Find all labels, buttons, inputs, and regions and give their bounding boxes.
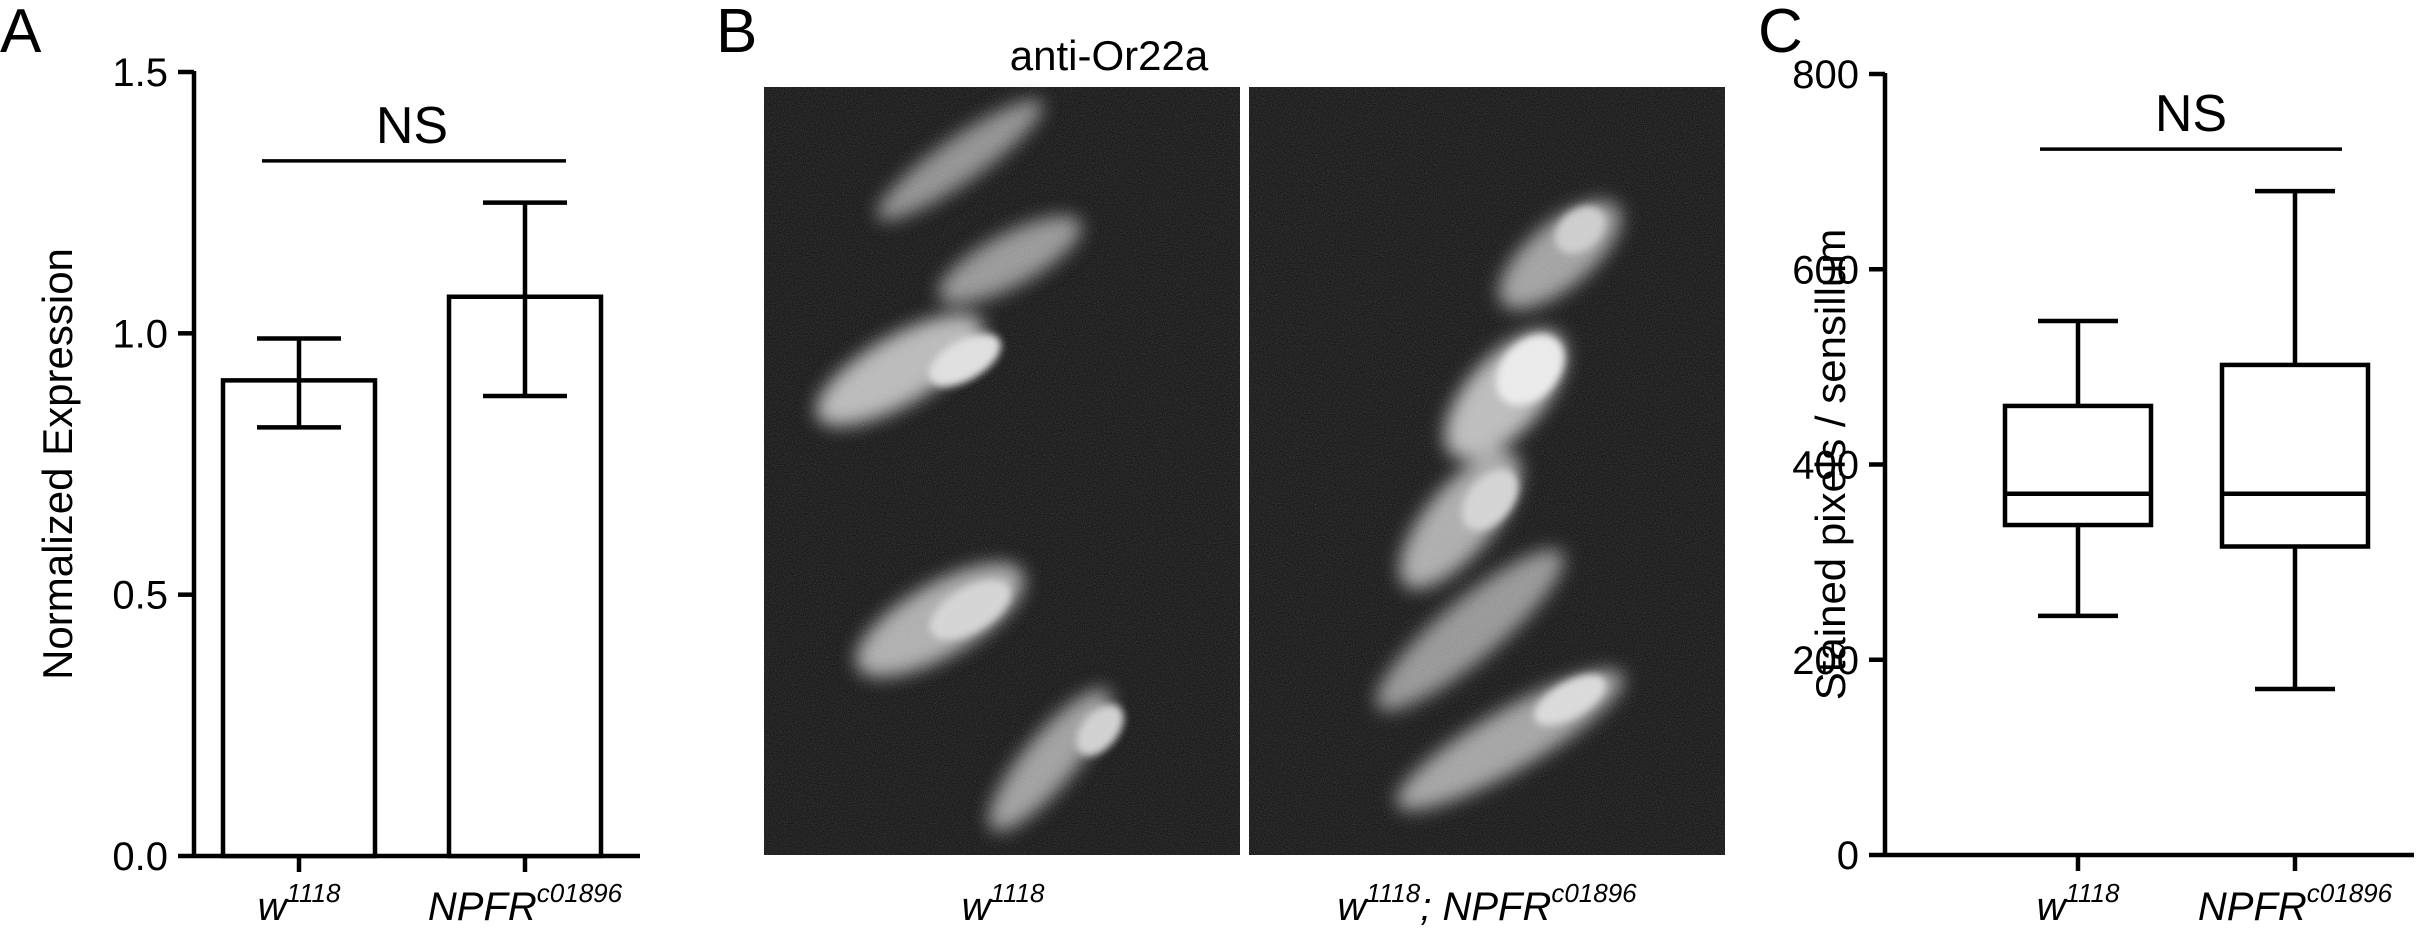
y-tick-label: 400 — [1792, 444, 1859, 488]
micrograph-title: anti-Or22a — [1010, 32, 1209, 79]
micrograph-label-w1118-npfr: w1118; NPFRc01896 — [1337, 878, 1637, 929]
y-tick-label: 800 — [1792, 53, 1859, 97]
significance-label: NS — [376, 97, 448, 155]
box — [2002, 403, 2154, 528]
y-tick-label: 1.5 — [112, 51, 168, 95]
bar — [220, 378, 378, 859]
box-plot-c: 0 200 400 600 800 Stained pixels / sensillum w… — [1792, 53, 2414, 929]
y-axis-label: Normalized Expression — [34, 248, 81, 680]
y-tick-label: 0.5 — [112, 574, 168, 618]
panel-letter-a: A — [0, 0, 42, 66]
panel-letter-b: B — [716, 0, 757, 66]
micrograph-panel-b: anti-Or22a — [764, 32, 1725, 929]
bar-chart-a: 0.0 0.5 1.0 1.5 Normalized Expression w1118 NP… — [34, 51, 640, 929]
x-tick-label: NPFRc01896 — [2198, 878, 2393, 929]
y-tick-label: 0 — [1837, 834, 1859, 878]
x-tick-label: w1118 — [258, 878, 341, 929]
micrograph-label-w1118: w1118 — [962, 878, 1045, 929]
y-tick-label: 600 — [1792, 248, 1859, 292]
y-tick-label: 1.0 — [112, 312, 168, 356]
y-axis-label: Stained pixels / sensillum — [1807, 229, 1854, 701]
significance-label: NS — [2155, 85, 2227, 143]
micrograph-w1118-npfr — [1249, 87, 1725, 855]
micrograph-w1118 — [764, 87, 1240, 855]
bar — [446, 294, 604, 859]
x-tick-label: NPFRc01896 — [428, 878, 623, 929]
panel-letter-c: C — [1758, 0, 1803, 66]
y-tick-label: 200 — [1792, 639, 1859, 683]
box — [2219, 362, 2371, 549]
y-tick-label: 0.0 — [112, 835, 168, 879]
x-tick-label: w1118 — [2037, 878, 2120, 929]
